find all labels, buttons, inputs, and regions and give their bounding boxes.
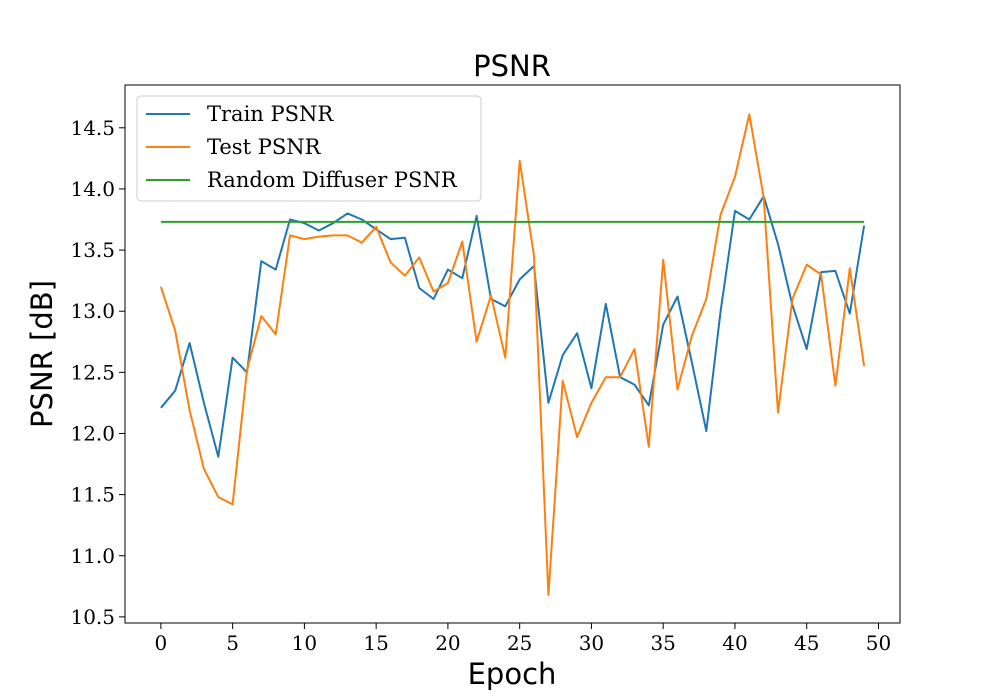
- x-tick-label: 40: [722, 631, 747, 655]
- y-tick-label: 13.0: [70, 299, 115, 323]
- y-tick-label: 14.0: [70, 177, 115, 201]
- x-tick-label: 5: [226, 631, 239, 655]
- plot-area-frame: [124, 84, 901, 624]
- x-tick-label: 25: [507, 631, 532, 655]
- series-layer: [159, 113, 866, 596]
- y-tick-label: 12.5: [70, 360, 115, 384]
- series-line-test-psnr: [159, 113, 866, 596]
- legend-label: Test PSNR: [207, 135, 322, 159]
- x-tick-label: 45: [794, 631, 819, 655]
- x-tick-label: 10: [292, 631, 317, 655]
- series-line-train-psnr: [160, 195, 866, 458]
- legend: Train PSNR Test PSNR Random Diffuser PSNR: [136, 95, 482, 202]
- legend-label: Train PSNR: [207, 102, 334, 126]
- x-tick-label: 35: [650, 631, 675, 655]
- x-tick-label: 30: [579, 631, 604, 655]
- y-tick-label: 13.5: [70, 238, 115, 262]
- y-tick-label: 14.5: [70, 116, 115, 140]
- y-tick-label: 11.5: [70, 483, 115, 507]
- legend-box: [136, 95, 482, 202]
- x-tick-label: 50: [866, 631, 891, 655]
- y-tick-label: 12.0: [70, 421, 115, 445]
- legend-label: Random Diffuser PSNR: [207, 168, 458, 192]
- x-tick-label: 20: [435, 631, 460, 655]
- y-tick-label: 11.0: [70, 544, 115, 568]
- chart-title: PSNR: [473, 49, 551, 83]
- x-axis-label: Epoch: [468, 657, 557, 691]
- x-tick-label: 0: [155, 631, 168, 655]
- y-axis: 10.5 11.0 11.5 12.0 12.5 13.0 13.5 14.0 14.5: [70, 116, 125, 629]
- y-axis-label: PSNR [dB]: [25, 280, 59, 428]
- x-tick-label: 15: [363, 631, 388, 655]
- y-tick-label: 10.5: [70, 605, 115, 629]
- x-axis: 0 5 10 15 20 25 30 35 40 45 50: [155, 623, 891, 655]
